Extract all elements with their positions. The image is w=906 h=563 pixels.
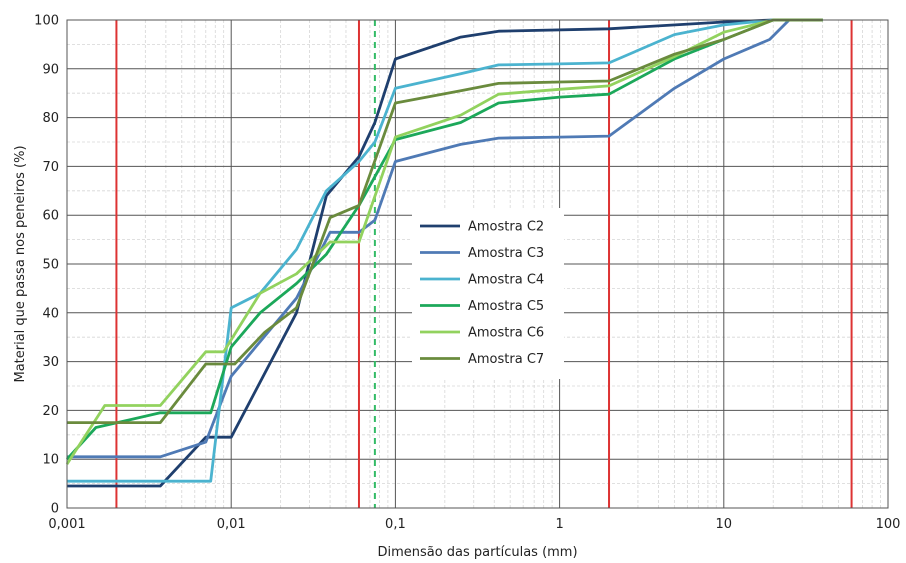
legend-label: Amostra C7 [468,352,544,367]
y-axis-ticks: 0 10 20 30 40 50 60 70 80 90 100 [34,14,59,517]
x-tick-label: 10 [716,517,733,532]
x-tick-label: 0,001 [48,517,85,532]
legend-background [412,208,564,379]
legend-label: Amostra C2 [468,220,544,235]
series-line-3 [67,18,823,483]
x-tick-label: 0,01 [217,517,246,532]
y-tick-label: 20 [42,404,59,419]
y-tick-label: 50 [42,258,59,273]
y-tick-label: 0 [51,502,59,517]
y-tick-label: 10 [42,453,59,468]
legend-label: Amostra C3 [468,246,544,261]
y-tick-label: 100 [34,14,59,29]
y-tick-label: 70 [42,160,59,175]
y-tick-label: 30 [42,355,59,370]
series-line-2 [67,18,823,459]
series-line-1 [67,18,823,488]
series-line-6 [67,18,823,424]
legend-label: Amostra C4 [468,273,544,288]
y-tick-label: 60 [42,209,59,224]
y-tick-label: 80 [42,111,59,126]
plot-frame [66,19,889,509]
x-axis-label: Dimensão das partículas (mm) [377,545,577,560]
x-tick-label: 0,1 [385,517,406,532]
reference-lines [115,20,853,508]
x-tick-label: 100 [876,517,901,532]
legend-label: Amostra C6 [468,326,544,341]
legend-label: Amostra C5 [468,299,544,314]
x-axis-ticks: 0,001 0,01 0,1 1 10 100 [48,517,900,532]
y-tick-label: 90 [42,62,59,77]
series-line-4 [65,18,823,461]
series-lines [65,18,823,488]
y-axis-label: Material que passa nos peneiros (%) [13,145,28,382]
y-tick-label: 40 [42,306,59,321]
legend: Amostra C2 Amostra C3 Amostra C4 Amostra C5… [412,208,564,379]
x-tick-label: 1 [555,517,563,532]
